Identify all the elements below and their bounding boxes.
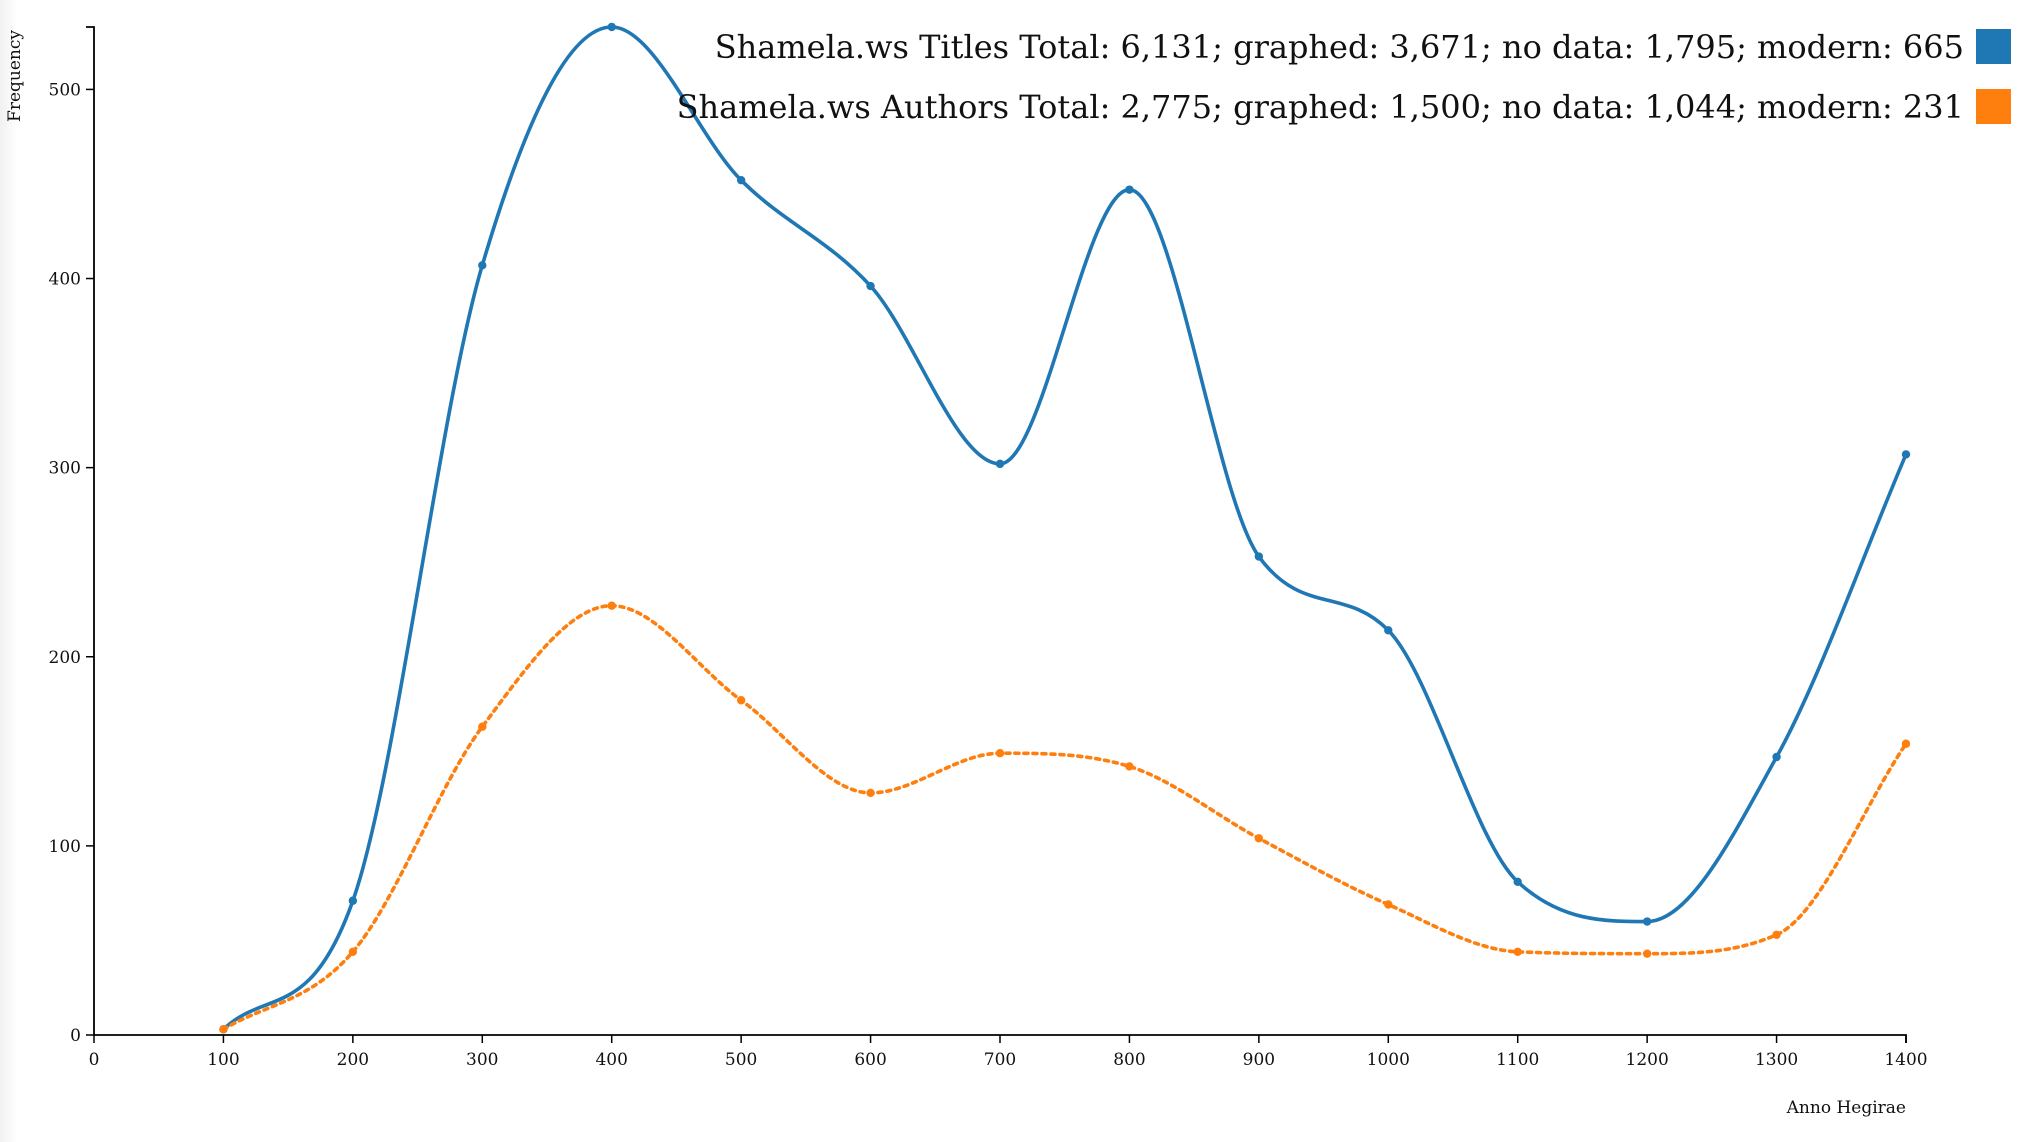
data-point [1901, 450, 1911, 459]
x-tick-label: 100 [207, 1050, 239, 1070]
y-axis-title: Frequency [5, 30, 25, 122]
data-point [348, 947, 358, 956]
data-point [219, 1025, 228, 1034]
data-point [995, 459, 1005, 469]
data-point [348, 896, 358, 905]
data-point [736, 696, 746, 705]
x-tick-label: 1400 [1884, 1050, 1927, 1070]
data-point [1254, 834, 1264, 843]
data-point [866, 281, 875, 291]
data-point [478, 722, 487, 731]
y-tick-label: 200 [49, 648, 81, 668]
y-tick-label: 0 [70, 1026, 81, 1046]
x-tick-label: 1200 [1626, 1050, 1669, 1070]
data-point [995, 749, 1005, 758]
data-point [1772, 930, 1781, 939]
x-axis-ticks: 0 100 200 300 400 500 600 700 800 900 1000 1100 1200… [89, 1035, 1928, 1070]
data-point [866, 788, 875, 798]
x-tick-label: 1100 [1496, 1050, 1539, 1070]
legend-swatch [1976, 89, 2011, 124]
x-tick-label: 400 [595, 1050, 627, 1070]
axis-domain [86, 26, 1907, 1043]
legend-swatch [1976, 29, 2011, 64]
x-tick-label: 900 [1243, 1050, 1275, 1070]
x-tick-label: 0 [89, 1050, 100, 1070]
x-axis-title: Anno Hegirae [1786, 1098, 1906, 1118]
y-axis-ticks: 0 100 200 300 400 500 [49, 80, 94, 1046]
data-point [1254, 552, 1264, 561]
data-point [736, 175, 746, 185]
series-1 [219, 22, 1911, 1034]
data-point [1125, 185, 1134, 194]
x-tick-label: 300 [466, 1050, 498, 1070]
legend: Shamela.ws Titles Total: 6,131; graphed:… [677, 28, 2011, 126]
series-line [221, 25, 1908, 1032]
x-tick-label: 600 [854, 1050, 886, 1070]
series-2 [219, 601, 1911, 1034]
x-tick-label: 1300 [1755, 1050, 1798, 1070]
y-tick-label: 100 [49, 837, 81, 857]
x-tick-label: 700 [984, 1050, 1016, 1070]
y-tick-label: 300 [49, 459, 81, 479]
data-point [1772, 752, 1781, 762]
legend-label: Shamela.ws Authors Total: 2,775; graphed… [677, 88, 1964, 126]
data-point [1901, 739, 1911, 748]
data-point [1384, 900, 1393, 909]
series-line [221, 603, 1908, 1032]
data-point [607, 601, 616, 610]
x-tick-label: 800 [1113, 1050, 1145, 1070]
series-layer [219, 22, 1911, 1034]
legend-item-1: Shamela.ws Titles Total: 6,131; graphed:… [715, 28, 2011, 66]
data-point [1513, 877, 1522, 887]
y-tick-label: 400 [49, 270, 81, 290]
data-point [1384, 626, 1393, 635]
x-tick-label: 1000 [1367, 1050, 1410, 1070]
data-point [1125, 762, 1134, 771]
y-tick-label: 500 [49, 80, 81, 100]
data-point [1642, 917, 1652, 926]
legend-label: Shamela.ws Titles Total: 6,131; graphed:… [715, 28, 1964, 66]
data-point [607, 22, 616, 32]
data-point [1513, 947, 1522, 956]
axes [86, 26, 1907, 1043]
data-point [478, 261, 487, 270]
x-tick-label: 200 [337, 1050, 369, 1070]
data-point [1642, 949, 1652, 958]
x-tick-label: 500 [725, 1050, 757, 1070]
legend-item-2: Shamela.ws Authors Total: 2,775; graphed… [677, 88, 2011, 126]
